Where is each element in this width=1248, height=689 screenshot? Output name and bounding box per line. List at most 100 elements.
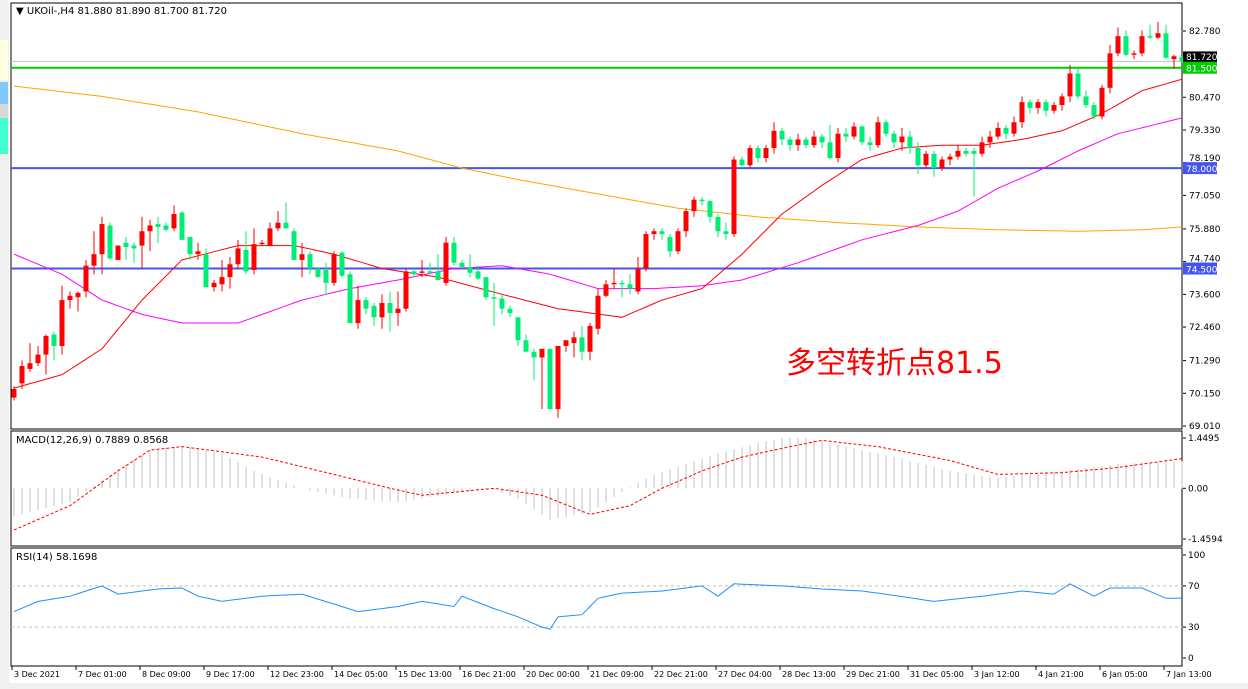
candle-body xyxy=(371,305,377,318)
candle xyxy=(35,345,41,367)
candle-body xyxy=(299,254,305,260)
candle xyxy=(451,236,457,266)
candle xyxy=(523,334,529,352)
candle-body xyxy=(715,216,721,232)
candle xyxy=(83,259,89,298)
candle-body xyxy=(619,282,625,285)
candle xyxy=(715,214,721,237)
candle xyxy=(603,279,609,298)
candle-body xyxy=(347,274,353,324)
candle xyxy=(771,122,777,154)
macd-panel xyxy=(10,430,1183,547)
candle xyxy=(59,285,65,355)
candle xyxy=(11,386,17,401)
candle xyxy=(203,248,209,288)
candle xyxy=(843,127,849,143)
candle xyxy=(539,348,545,410)
candle xyxy=(1179,56,1185,62)
rsi-tick-label: 30 xyxy=(1188,623,1200,633)
candle xyxy=(51,331,57,361)
candle-body xyxy=(1075,73,1081,97)
candle xyxy=(363,297,369,315)
candle xyxy=(899,127,905,151)
candle xyxy=(1099,84,1105,120)
candle-body xyxy=(1123,36,1129,55)
candle xyxy=(795,133,801,151)
level-label: 78.000 xyxy=(1186,165,1218,175)
current-price-badge xyxy=(1183,51,1217,63)
candle-body xyxy=(203,254,209,288)
candle-body xyxy=(731,159,737,235)
rsi-tick-label: 100 xyxy=(1188,551,1205,561)
time-tick-label: 7 Dec 01:00 xyxy=(78,670,127,679)
candle xyxy=(43,334,49,375)
candle xyxy=(67,291,73,309)
candle-body xyxy=(667,236,673,252)
candle-body xyxy=(1051,105,1057,111)
candle-body xyxy=(1163,33,1169,58)
candle xyxy=(171,205,177,232)
candle-body xyxy=(51,334,57,346)
candle-body xyxy=(635,268,641,292)
candle xyxy=(227,257,233,289)
candle xyxy=(1107,44,1113,94)
candle-body xyxy=(395,308,401,313)
candle xyxy=(1075,67,1081,100)
price-tick-label: 69.010 xyxy=(1189,422,1221,432)
candle xyxy=(739,156,745,169)
candle-body xyxy=(451,242,457,263)
candle xyxy=(195,242,201,260)
candle xyxy=(211,279,217,292)
candle-body xyxy=(811,136,817,146)
candle-body xyxy=(243,249,249,272)
candle-body xyxy=(339,252,345,276)
time-tick-label: 12 Dec 23:00 xyxy=(270,670,324,679)
candle xyxy=(707,199,713,223)
bottom-strip xyxy=(0,683,1248,689)
candle-body xyxy=(59,300,65,346)
candle xyxy=(75,291,81,312)
candle-body xyxy=(499,298,505,309)
candle-body xyxy=(83,265,89,292)
candle-body xyxy=(235,248,241,265)
candle-body xyxy=(1091,105,1097,117)
candle xyxy=(387,291,393,332)
candle xyxy=(371,302,377,326)
candle-body xyxy=(851,126,857,137)
candle-body xyxy=(723,231,729,235)
candle xyxy=(395,291,401,326)
candle xyxy=(675,228,681,255)
candle-body xyxy=(603,284,609,296)
candle-body xyxy=(179,212,185,240)
candle-body xyxy=(587,325,593,352)
candle xyxy=(1035,99,1041,114)
candle-body xyxy=(915,148,921,166)
candle-body xyxy=(883,122,889,134)
candle xyxy=(1155,21,1161,40)
candle xyxy=(331,251,337,286)
time-tick-label: 8 Dec 09:00 xyxy=(142,670,191,679)
candle xyxy=(147,219,153,252)
candle-body xyxy=(739,159,745,166)
candle xyxy=(179,211,185,240)
candle-body xyxy=(683,211,689,232)
candle xyxy=(1131,50,1137,60)
candle-body xyxy=(643,234,649,269)
candle xyxy=(1003,125,1009,140)
candle-body xyxy=(467,267,473,273)
candle-body xyxy=(19,366,25,384)
time-tick-label: 31 Dec 05:00 xyxy=(910,670,964,679)
macd-tick-label: 0.00 xyxy=(1188,484,1208,494)
candle xyxy=(283,202,289,229)
candle xyxy=(619,279,625,298)
level-badge xyxy=(1183,162,1217,175)
candle-body xyxy=(771,130,777,149)
candle-body xyxy=(171,214,177,229)
time-tick-label: 29 Dec 21:00 xyxy=(846,670,900,679)
candle-body xyxy=(1011,122,1017,134)
candle-body xyxy=(699,199,705,202)
candle xyxy=(747,145,753,169)
candle-body xyxy=(571,337,577,344)
candle xyxy=(859,125,865,146)
